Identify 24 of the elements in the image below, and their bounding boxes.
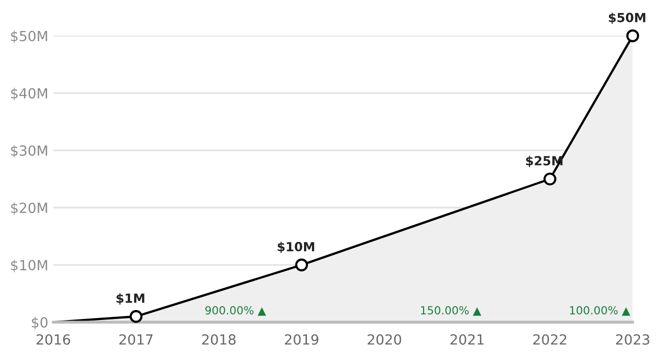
point	[626, 29, 640, 42]
x-tick-label: 2022	[533, 334, 566, 345]
point	[544, 172, 556, 186]
annotation: 100.00% ▲	[570, 306, 630, 316]
annotation: 900.00% ▲	[205, 306, 266, 316]
y-tick-label: $20M	[11, 202, 48, 215]
x-tick-label: 2018	[202, 334, 236, 345]
y-tick-label: $10M	[11, 260, 48, 272]
point	[295, 258, 308, 272]
annotation: 150.00% ▲	[421, 306, 482, 316]
y-tick-label: $0	[32, 316, 48, 330]
x-tick-label: 2023	[616, 334, 650, 345]
y-tick-label: $50M	[11, 30, 48, 44]
y-tick-label: $40M	[11, 88, 48, 100]
x-tick-label: 2021	[450, 334, 484, 345]
x-tick-label: 2020	[368, 334, 402, 345]
x-tick-label: 2017	[119, 334, 153, 345]
data-label: $1M	[116, 293, 144, 305]
point	[130, 310, 142, 323]
data-label: $10M	[278, 242, 314, 254]
data-label: $50M	[608, 12, 646, 24]
x-tick-label: 2016	[36, 334, 70, 345]
x-tick-label: 2019	[284, 334, 318, 345]
y-tick-label: $30M	[11, 145, 48, 158]
